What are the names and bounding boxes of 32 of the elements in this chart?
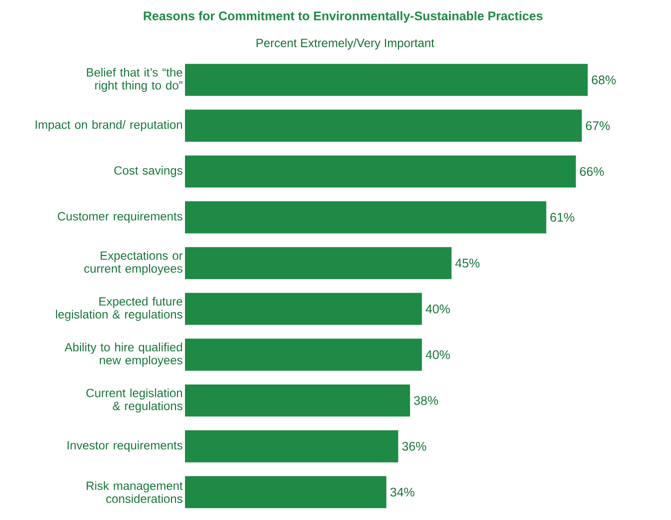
bar [185, 384, 410, 417]
bar [185, 155, 576, 188]
bar [185, 430, 398, 462]
data-label: 38% [414, 396, 438, 405]
data-label: 36% [402, 442, 426, 451]
y-tick-label: Expectations or current employees [84, 251, 183, 276]
bar [185, 64, 588, 96]
y-tick-label: Ability to hire qualified new employees [64, 342, 182, 367]
chart-subtitle: Percent Extremely/Very Important [256, 38, 434, 50]
bar [185, 201, 546, 234]
data-label: 34% [390, 488, 414, 497]
chart-title: Reasons for Commitment to Environmentally-Sustainable Practices [144, 11, 542, 23]
bar [185, 110, 582, 142]
y-tick-label: Belief that it’s “the right thing to do” [86, 68, 182, 92]
bar [185, 338, 422, 371]
bar [185, 292, 422, 325]
data-label: 68% [592, 76, 616, 84]
y-tick-label: Current legislation & regulations [86, 388, 182, 413]
data-label: 40% [426, 350, 450, 360]
y-tick-label: Investor requirements [68, 440, 182, 452]
bar [185, 476, 386, 508]
data-label: 66% [580, 167, 604, 176]
data-label: 61% [550, 212, 574, 222]
y-tick-label: Expected future legislation & regulations [56, 296, 182, 321]
y-tick-label: Impact on brand/ reputation [36, 120, 182, 132]
y-tick-label: Risk management considerations [86, 481, 183, 503]
data-label: 45% [455, 258, 480, 268]
data-label: 67% [586, 121, 610, 130]
y-tick-label: Cost savings [114, 166, 182, 178]
data-label: 40% [426, 304, 450, 314]
bar [185, 247, 452, 280]
y-tick-label: Customer requirements [58, 212, 182, 223]
